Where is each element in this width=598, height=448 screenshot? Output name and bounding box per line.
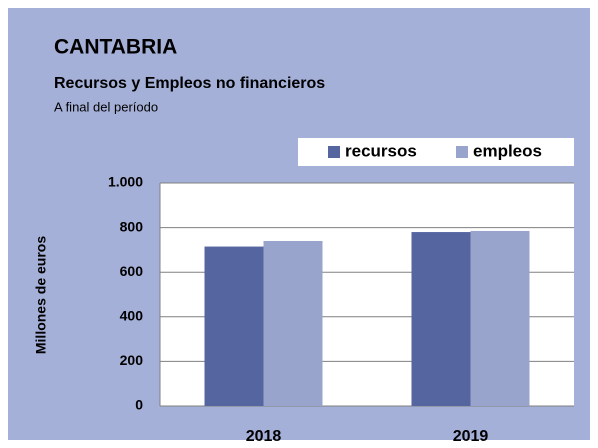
chart-note: A final del período: [54, 99, 158, 114]
y-tick-label: 400: [120, 308, 144, 324]
x-tick-label: 2018: [246, 428, 282, 445]
legend-swatch: [328, 146, 340, 158]
y-axis-label: Millones de euros: [33, 236, 49, 354]
bar: [204, 246, 264, 406]
bar: [470, 230, 530, 406]
y-tick-label: 600: [120, 263, 144, 279]
legend-box: [298, 138, 574, 166]
y-tick-label: 800: [120, 218, 144, 234]
legend-label: recursos: [345, 141, 417, 160]
chart-title: CANTABRIA: [54, 36, 177, 59]
y-tick-label: 1.000: [108, 174, 143, 190]
bar: [263, 240, 323, 406]
legend-label: empleos: [473, 141, 542, 160]
legend-swatch: [456, 146, 468, 158]
bar: [411, 232, 471, 406]
x-tick-label: 2019: [453, 428, 489, 445]
y-tick-label: 0: [135, 397, 143, 413]
y-tick-label: 200: [120, 352, 144, 368]
chart-subtitle: Recursos y Empleos no financieros: [54, 75, 325, 92]
